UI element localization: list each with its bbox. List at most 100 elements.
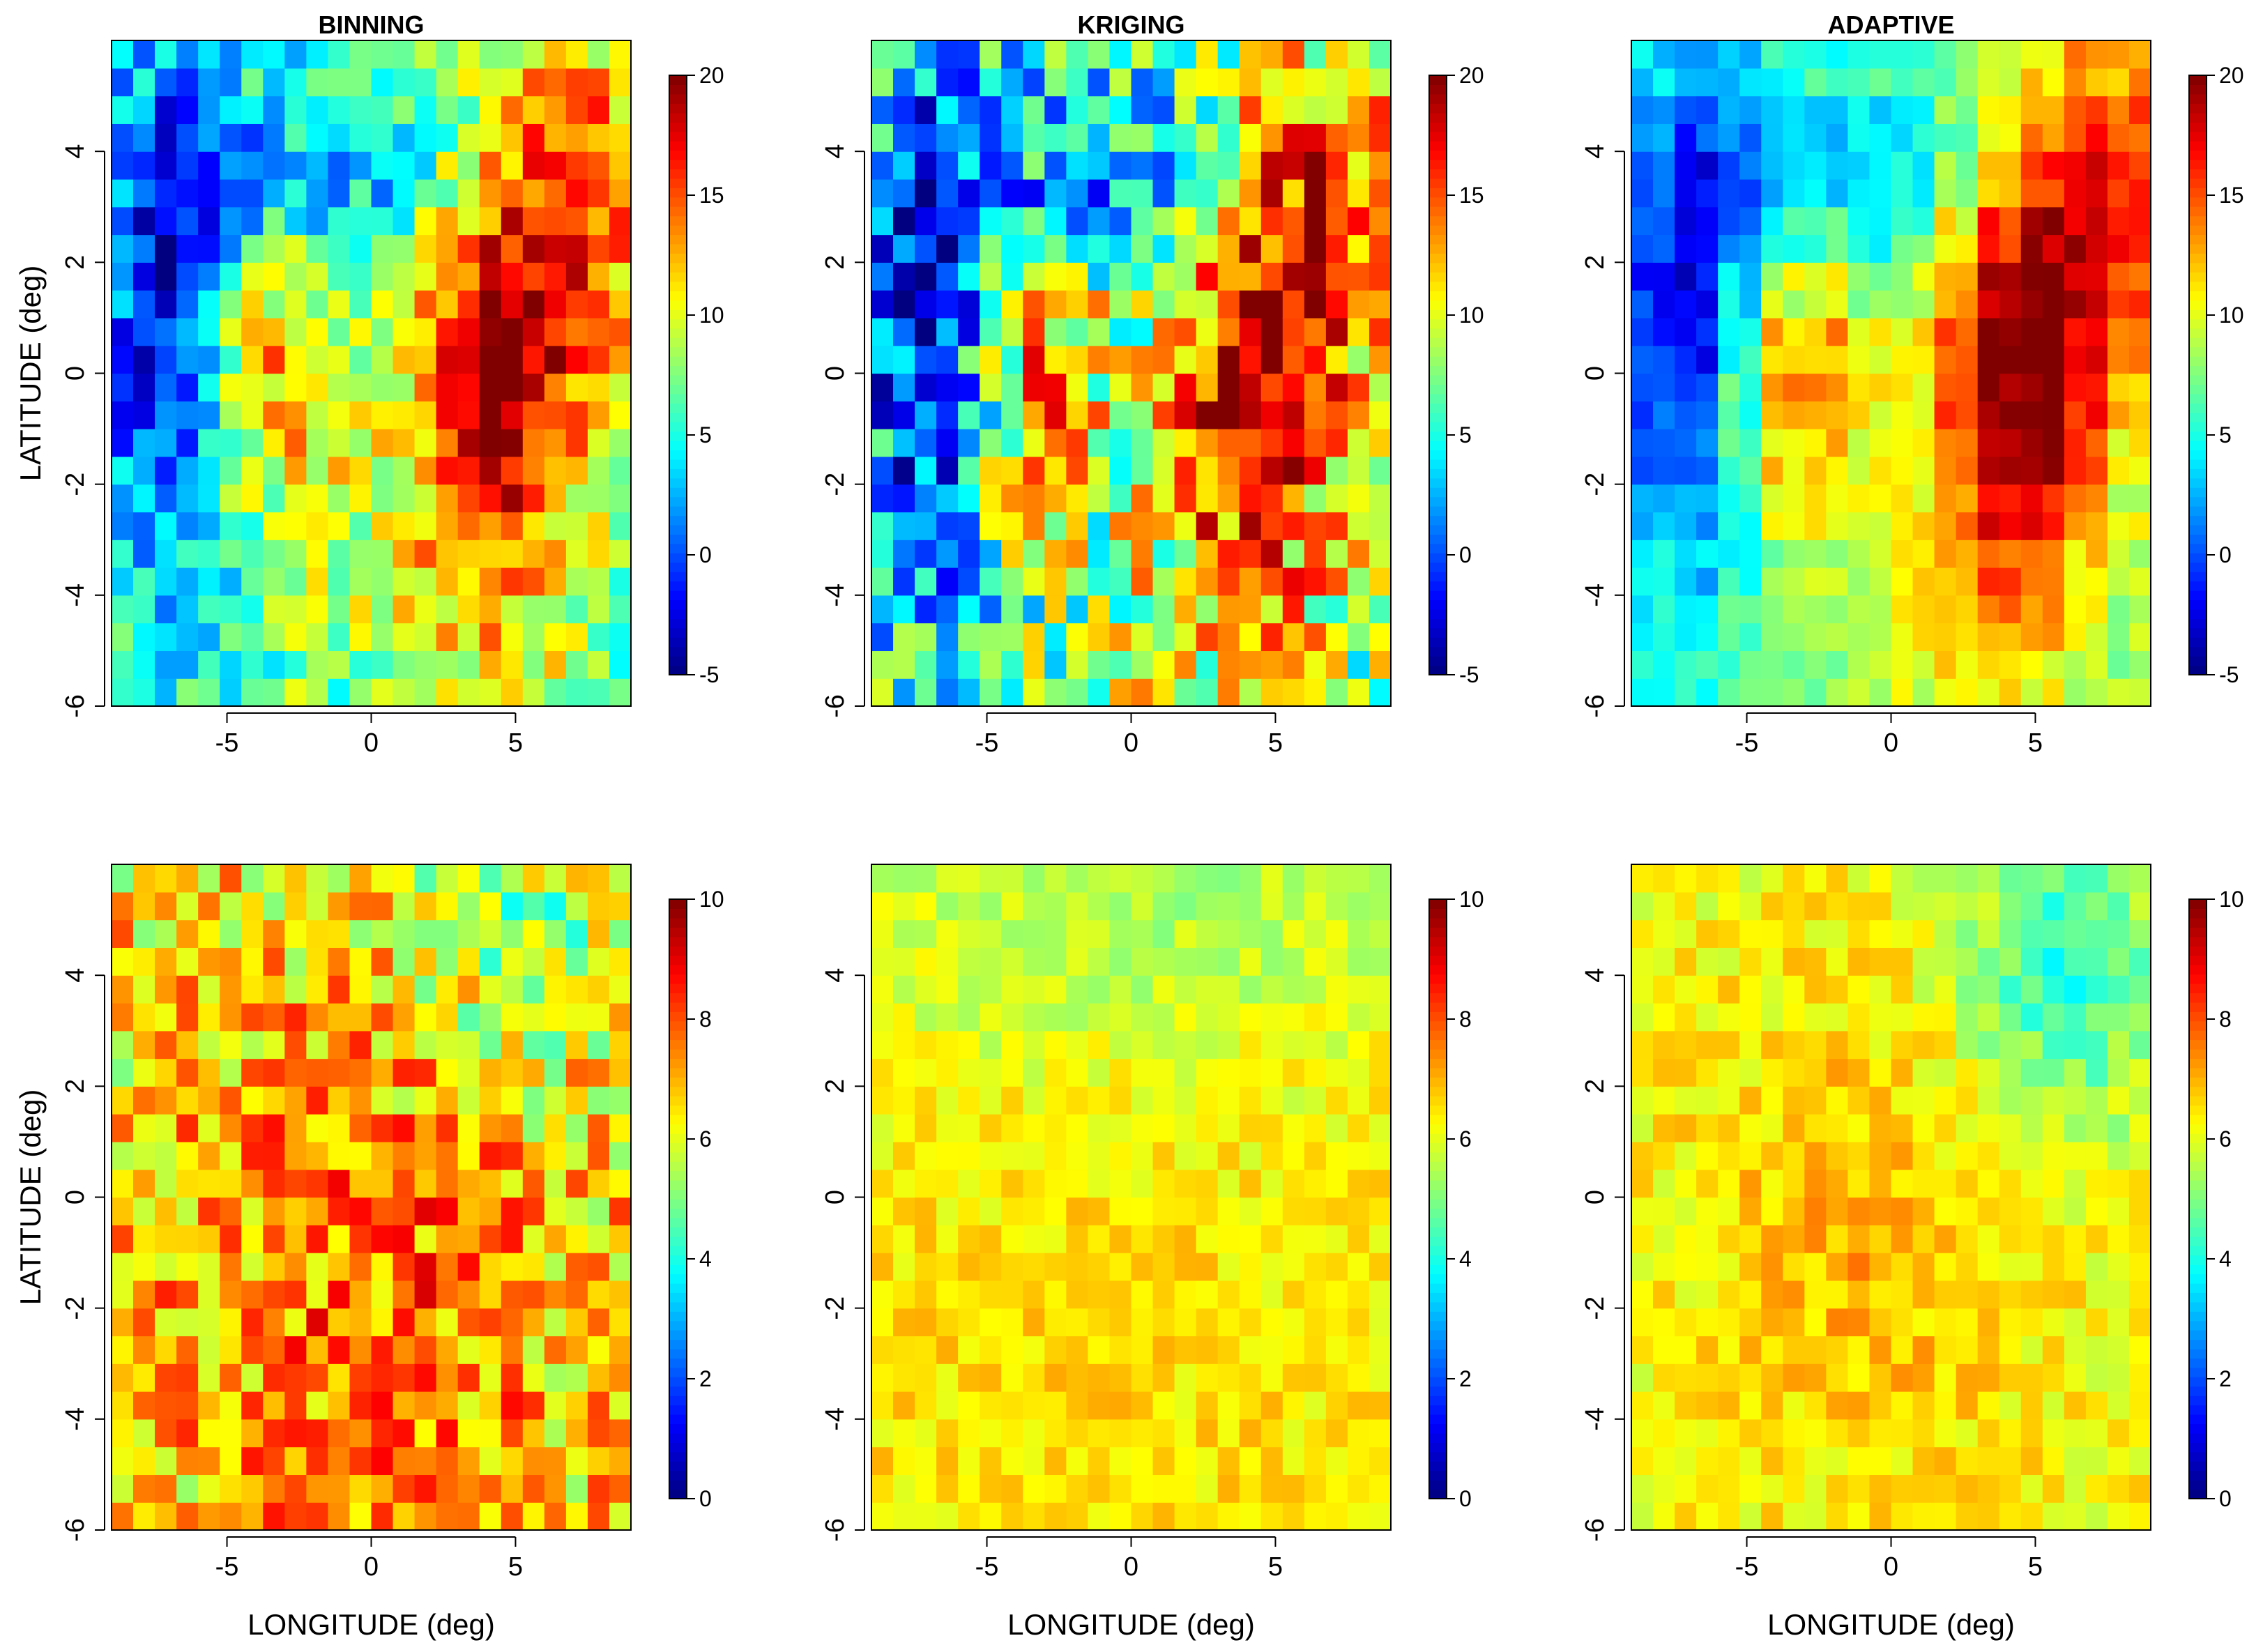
- heatmap-cell: [544, 317, 567, 346]
- heatmap-cell: [1239, 622, 1262, 652]
- heatmap-cell: [501, 1169, 524, 1198]
- colorbar-swatch: [669, 384, 687, 395]
- heatmap-cell: [565, 1336, 588, 1364]
- heatmap-cell: [2107, 1446, 2130, 1476]
- heatmap-cell: [198, 1002, 220, 1032]
- heatmap-cell: [371, 1474, 394, 1503]
- heatmap-cell: [1282, 567, 1305, 596]
- heatmap-cell: [393, 1280, 416, 1309]
- heatmap-cell: [1196, 864, 1219, 893]
- heatmap-cell: [479, 1086, 502, 1115]
- heatmap-cell: [457, 178, 480, 208]
- heatmap-cell: [871, 1502, 894, 1531]
- heatmap-cell: [1109, 178, 1132, 208]
- heatmap-cell: [980, 317, 1002, 346]
- colorbar-swatch: [2189, 169, 2207, 179]
- heatmap-cell: [393, 1030, 416, 1060]
- heatmap-cell: [1217, 1446, 1240, 1476]
- heatmap-cell: [220, 1446, 242, 1476]
- heatmap-cell: [371, 595, 394, 624]
- heatmap-cell: [1675, 373, 1697, 401]
- heatmap-cell: [1761, 864, 1783, 893]
- heatmap-cell: [1282, 512, 1305, 540]
- heatmap-cell: [220, 864, 242, 893]
- heatmap-cell: [1196, 1474, 1219, 1503]
- heatmap-cell: [2064, 1446, 2087, 1476]
- colorbar-swatch: [1429, 1274, 1447, 1284]
- heatmap-cell: [1696, 540, 1719, 568]
- colorbar-swatch: [2189, 1292, 2207, 1303]
- heatmap-cell: [457, 1474, 480, 1503]
- heatmap-cell: [1912, 567, 1935, 596]
- heatmap-cell: [1325, 1253, 1348, 1281]
- heatmap-cell: [522, 206, 545, 236]
- heatmap-cell: [565, 1308, 588, 1337]
- heatmap-cell: [544, 373, 567, 401]
- heatmap-cell: [1088, 345, 1111, 374]
- heatmap-cell: [155, 95, 177, 124]
- heatmap-cell: [522, 595, 545, 624]
- heatmap-cell: [1783, 1446, 1805, 1476]
- y-tick-label: 2: [821, 255, 850, 270]
- heatmap-cell: [1196, 373, 1219, 401]
- heatmap-cell: [2128, 512, 2151, 540]
- y-axis-label: LATITUDE (deg): [14, 266, 47, 482]
- heatmap-cell: [1217, 40, 1240, 69]
- heatmap-cell: [1999, 1225, 2022, 1253]
- heatmap-cell: [1631, 622, 1654, 652]
- heatmap-cell: [1718, 1169, 1740, 1198]
- colorbar-swatch: [669, 917, 687, 928]
- y-tick-label: 0: [821, 366, 850, 381]
- heatmap-cell: [1696, 864, 1719, 893]
- heatmap-cell: [544, 622, 567, 652]
- heatmap-cell: [980, 1225, 1002, 1253]
- heatmap-cell: [1761, 947, 1783, 976]
- heatmap-cell: [1304, 1280, 1327, 1309]
- heatmap-cell: [263, 1446, 285, 1476]
- heatmap-cell: [936, 178, 959, 208]
- heatmap-cell: [1152, 1308, 1175, 1337]
- heatmap-cell: [587, 40, 610, 69]
- heatmap-cell: [2020, 919, 2043, 948]
- heatmap-cell: [1977, 892, 2000, 921]
- heatmap-cell: [1088, 1030, 1111, 1060]
- heatmap-cell: [457, 1502, 480, 1531]
- heatmap-cell: [871, 1002, 894, 1032]
- heatmap-cell: [871, 290, 894, 319]
- heatmap-cell: [241, 1474, 264, 1503]
- heatmap-cell: [544, 234, 567, 263]
- heatmap-cell: [1804, 1336, 1827, 1364]
- heatmap-cell: [501, 864, 524, 893]
- heatmap-cell: [980, 1114, 1002, 1142]
- heatmap-cell: [1999, 1253, 2022, 1281]
- colorbar-swatch: [669, 188, 687, 198]
- colorbar-tick-label: 8: [1459, 1007, 1472, 1032]
- heatmap-cell: [1239, 1280, 1262, 1309]
- heatmap-cell: [2020, 1114, 2043, 1142]
- heatmap-cell: [198, 512, 220, 540]
- colorbar-swatch: [2189, 159, 2207, 169]
- heatmap-cell: [1934, 456, 1957, 485]
- heatmap-cell: [2064, 1141, 2087, 1170]
- heatmap-cell: [263, 678, 285, 707]
- heatmap-cell: [2064, 567, 2087, 596]
- heatmap-cell: [457, 595, 480, 624]
- heatmap-cell: [155, 151, 177, 180]
- heatmap-cell: [155, 1363, 177, 1392]
- heatmap-cell: [2107, 567, 2130, 596]
- heatmap-cell: [1891, 678, 1914, 707]
- colorbar-swatch: [2189, 487, 2207, 498]
- heatmap-cell: [1044, 678, 1067, 707]
- heatmap-cell: [1977, 373, 2000, 401]
- heatmap-cell: [1783, 317, 1805, 346]
- heatmap-cell: [1304, 919, 1327, 948]
- heatmap-cell: [522, 1197, 545, 1225]
- heatmap-cell: [479, 650, 502, 679]
- colorbar-swatch: [1429, 1349, 1447, 1359]
- heatmap-cells: [112, 40, 632, 707]
- heatmap-cell: [133, 678, 155, 707]
- heatmap-cell: [1369, 1418, 1392, 1448]
- heatmap-cell: [1761, 1418, 1783, 1448]
- heatmap-cell: [1934, 567, 1957, 596]
- heatmap-cell: [1718, 567, 1740, 596]
